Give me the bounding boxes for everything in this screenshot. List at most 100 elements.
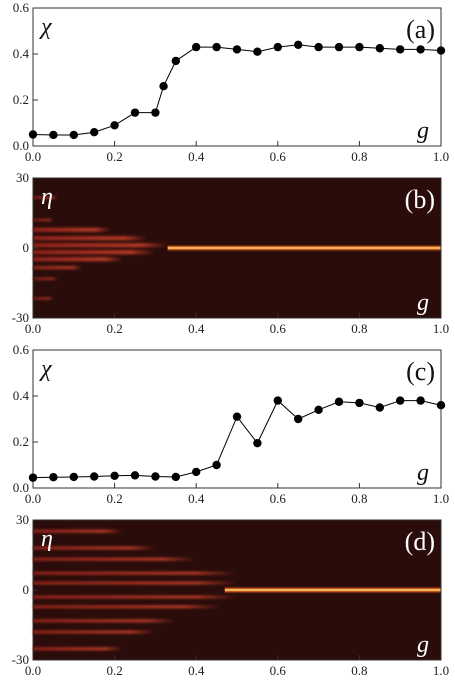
point <box>192 42 201 52</box>
point <box>355 398 364 408</box>
point <box>49 130 58 140</box>
point <box>436 46 446 55</box>
point <box>90 472 99 481</box>
point <box>159 82 168 91</box>
heatmap-streak <box>33 595 237 599</box>
x-tick-label: 0.6 <box>270 321 287 336</box>
point <box>416 45 425 54</box>
point <box>436 401 446 410</box>
heatmap-streak <box>33 250 156 255</box>
point <box>171 472 180 482</box>
x-tick-label: 0.6 <box>270 663 287 678</box>
y-axis-label: η <box>41 526 53 552</box>
y-tick-label: 30 <box>16 170 29 185</box>
point <box>314 405 323 414</box>
x-tick-label: 0.8 <box>351 149 367 164</box>
heatmap-streak <box>33 257 123 262</box>
point <box>253 438 262 448</box>
x-tick-label: 0.8 <box>351 663 367 678</box>
point <box>314 42 323 52</box>
y-tick-label: 0.2 <box>13 92 29 107</box>
x-tick-label: 0.2 <box>106 491 122 506</box>
point <box>151 472 160 481</box>
x-tick-label: 0.0 <box>25 491 41 506</box>
point <box>151 108 160 117</box>
point <box>416 396 425 405</box>
y-tick-label: 0.6 <box>13 0 30 15</box>
x-tick-label: 0.0 <box>25 663 41 678</box>
y-tick-label: -30 <box>12 652 29 667</box>
heatmap-streak <box>33 236 148 241</box>
point <box>253 47 262 56</box>
point <box>375 44 384 53</box>
point <box>232 45 242 54</box>
panel-label: (c) <box>406 357 435 386</box>
point <box>355 42 364 52</box>
panel-label: (a) <box>406 15 435 44</box>
point <box>273 396 282 405</box>
x-tick-label: 1.0 <box>433 321 449 336</box>
heatmap-streak <box>33 529 123 533</box>
x-tick-label: 0.6 <box>270 491 287 506</box>
plot-frame <box>32 349 442 489</box>
point <box>90 128 99 137</box>
y-axis-label: χ <box>39 356 53 382</box>
point <box>110 471 119 481</box>
point <box>130 108 140 117</box>
x-tick-label: 1.0 <box>433 491 449 506</box>
x-axis-label: g <box>417 118 429 144</box>
plot-frame <box>32 7 442 147</box>
heatmap-streak <box>33 196 58 199</box>
heatmap-streak <box>33 243 168 248</box>
point <box>171 56 180 66</box>
y-tick-label: 0.0 <box>13 480 29 495</box>
x-tick-label: 0.0 <box>25 321 41 336</box>
y-tick-label: 0.4 <box>13 46 30 61</box>
x-tick-label: 1.0 <box>433 149 449 164</box>
point <box>192 467 201 477</box>
point <box>334 42 344 52</box>
heatmap-streak <box>33 546 156 550</box>
x-tick-label: 0.4 <box>188 321 205 336</box>
heatmap-streak <box>33 605 221 609</box>
x-tick-label: 0.8 <box>351 491 367 506</box>
point <box>273 42 282 52</box>
point <box>232 412 242 421</box>
y-tick-label: 0.0 <box>13 138 29 153</box>
y-tick-label: 0.6 <box>13 342 30 357</box>
x-tick-label: 0.4 <box>188 149 205 164</box>
x-tick-label: 0.2 <box>106 149 122 164</box>
point <box>334 397 344 406</box>
point <box>375 403 384 412</box>
y-tick-label: 0 <box>23 582 30 597</box>
line <box>32 44 442 136</box>
point <box>294 414 303 424</box>
heatmap-ridge <box>224 586 441 594</box>
point <box>212 460 221 470</box>
x-tick-label: 0.4 <box>188 663 205 678</box>
x-tick-label: 0.4 <box>188 491 205 506</box>
panel: 0.0 0.2 0.4 0.6 0.0 0.2 0.4 0.6 0.8 1.0 χ g (c) <box>13 342 449 506</box>
point <box>396 45 405 54</box>
line <box>32 399 442 479</box>
point <box>130 471 140 480</box>
y-tick-label: 30 <box>16 512 29 527</box>
point <box>212 42 221 52</box>
heatmap-streak <box>33 266 82 270</box>
x-tick-label: 0.0 <box>25 149 41 164</box>
x-axis-label: g <box>417 460 429 486</box>
heatmap-streak <box>33 277 58 280</box>
x-tick-label: 0.6 <box>270 149 287 164</box>
y-tick-label: 0.4 <box>13 388 30 403</box>
point <box>69 130 79 140</box>
x-tick-label: 0.2 <box>106 663 122 678</box>
heatmap-streak <box>33 219 54 221</box>
point <box>294 40 303 49</box>
x-tick-label: 0.2 <box>106 321 122 336</box>
heatmap-streak <box>33 227 111 232</box>
heatmap-streak <box>33 557 197 561</box>
x-tick-label: 1.0 <box>433 663 449 678</box>
x-axis-label: g <box>417 290 429 316</box>
panel: -30 0 30 0.0 0.2 0.4 0.6 0.8 1.0 η g (d) <box>12 512 449 678</box>
